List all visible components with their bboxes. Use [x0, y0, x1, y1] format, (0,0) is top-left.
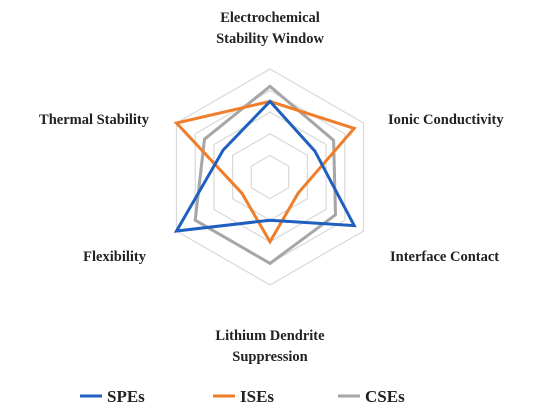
legend-label-cses: CSEs [365, 387, 405, 406]
series-line-cses [193, 84, 338, 266]
series-line-spes [173, 99, 357, 233]
grid-ring-2 [232, 133, 308, 221]
legend-label-spes: SPEs [107, 387, 145, 406]
axis-label-3: Lithium Dendrite Suppression [215, 328, 325, 365]
grid-ring-1 [250, 154, 290, 200]
axis-label-4: Flexibility [83, 249, 147, 265]
axis-label-5: Thermal Stability [39, 112, 150, 128]
radar-series [173, 84, 357, 266]
grid-ring-4 [194, 89, 346, 265]
series-line-ises [173, 99, 357, 245]
legend-label-ises: ISEs [240, 387, 274, 406]
axis-label-1: Ionic Conductivity [388, 112, 504, 128]
axis-label-0: Electrochemical Stability Window [216, 10, 324, 47]
legend: SPEs ISEs CSEs [80, 387, 405, 406]
axis-label-2: Interface Contact [390, 249, 499, 265]
axis-labels: Electrochemical Stability Window Ionic Con… [39, 10, 504, 365]
